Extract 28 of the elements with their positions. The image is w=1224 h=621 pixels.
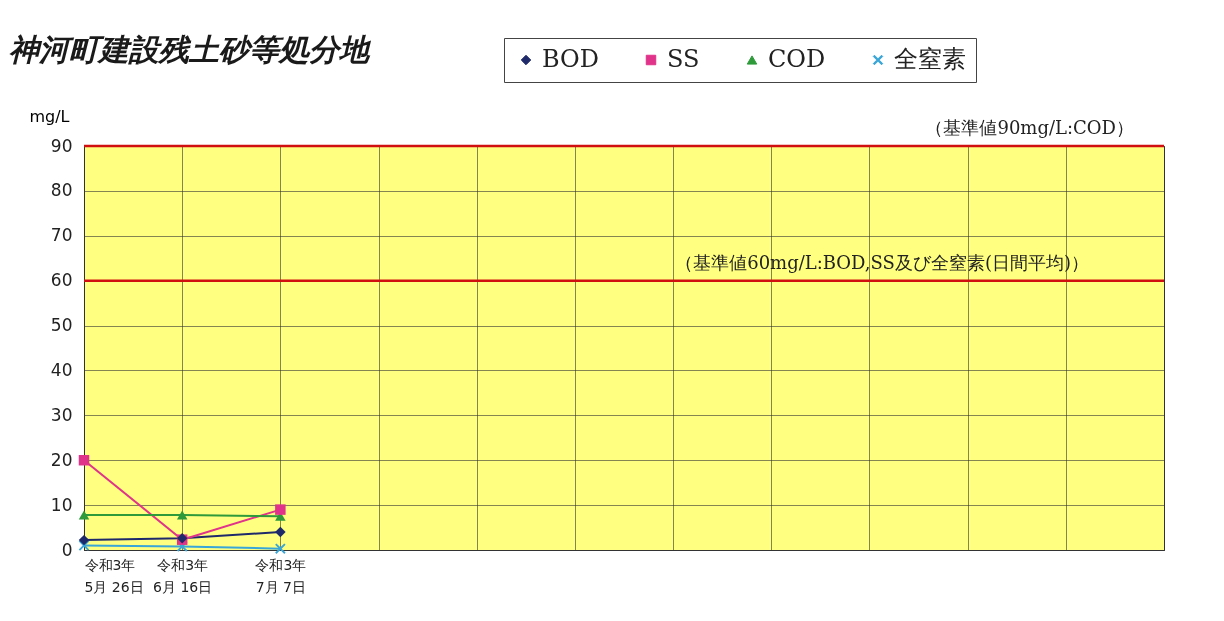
y-tick-label: 10	[50, 494, 73, 515]
point	[275, 526, 286, 538]
chart-title: 神河町建設残土砂等処分地	[8, 31, 372, 67]
ref-line-label: （基準値90mg/L:COD）	[925, 117, 1134, 138]
legend-label: SS	[667, 45, 700, 73]
y-tick-label: 0	[61, 539, 73, 560]
point	[78, 510, 90, 520]
point	[275, 504, 286, 515]
y-tick-label: 60	[50, 270, 73, 291]
y-tick-label: 70	[50, 225, 73, 246]
y-tick-label: 80	[50, 180, 73, 201]
x-tick-label: 令和3年 5月 26日	[84, 556, 144, 595]
legend-label: 全窒素	[894, 45, 966, 73]
x-tick-label: 令和3年 6月 16日	[153, 556, 213, 595]
y-tick-label: 50	[50, 315, 73, 336]
point	[78, 534, 90, 546]
y-tick-label: 20	[50, 449, 73, 470]
point	[176, 510, 188, 520]
legend-label: BOD	[542, 45, 599, 73]
y-tick-label: 30	[50, 404, 73, 425]
ref-line-label: （基準値60mg/L:BOD,SS及び全窒素(日間平均)）	[675, 251, 1089, 273]
point	[275, 543, 286, 554]
x-tick-label: 令和3年 7月 7日	[255, 556, 307, 595]
y-tick-label: 40	[50, 359, 73, 380]
legend-label: COD	[768, 45, 826, 73]
y-tick-label: 90	[50, 135, 73, 156]
point	[78, 454, 90, 466]
y-axis-title: mg/L	[29, 106, 70, 126]
